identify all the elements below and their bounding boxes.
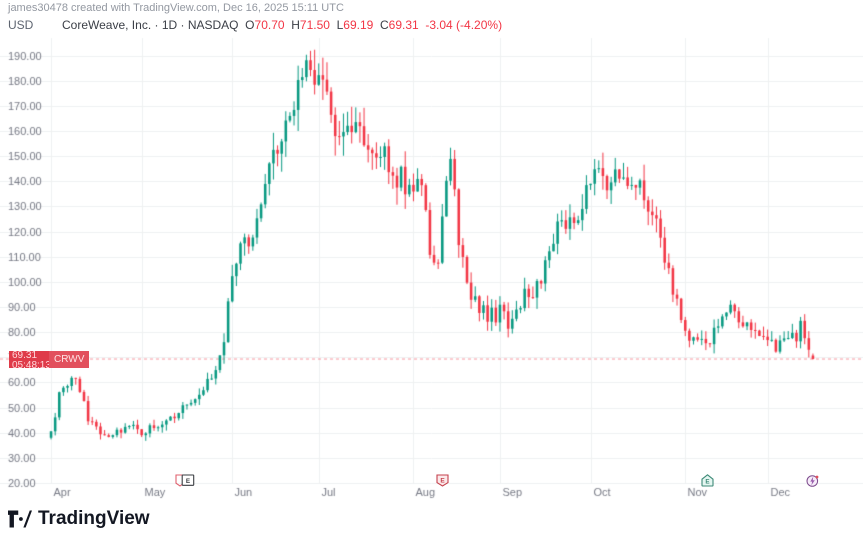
svg-text:E: E	[440, 478, 445, 485]
svg-text:E: E	[705, 478, 709, 485]
svg-text:E: E	[186, 478, 190, 485]
